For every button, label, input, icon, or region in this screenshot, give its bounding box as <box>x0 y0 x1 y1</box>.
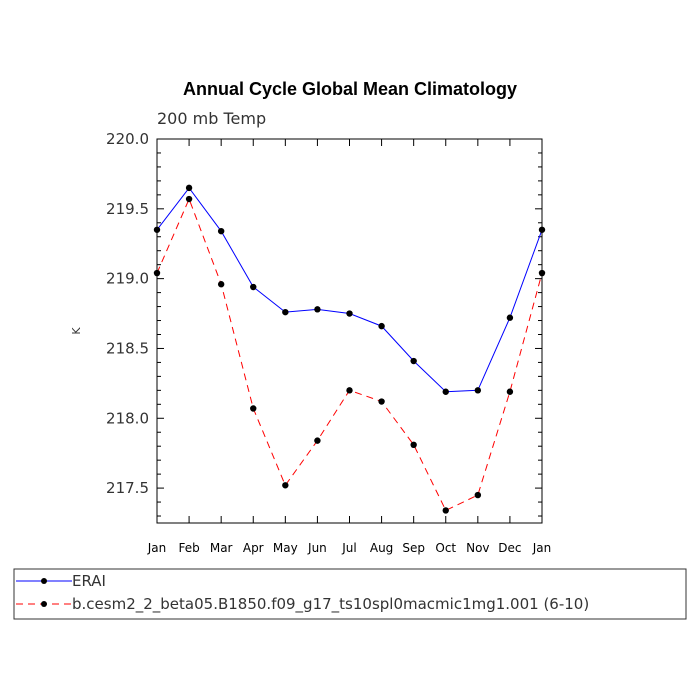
data-point-0-12 <box>538 226 546 233</box>
data-point-1-10 <box>474 491 482 499</box>
series-line-1 <box>156 197 543 512</box>
y-tick-label: 218.5 <box>106 339 149 357</box>
legend-box <box>13 568 687 620</box>
data-point-1-4 <box>282 482 289 489</box>
data-point-1-1 <box>185 195 193 203</box>
chart-title: Annual Cycle Global Mean Climatology <box>183 79 517 99</box>
data-point-0-8 <box>410 357 417 365</box>
data-point-1-3 <box>250 405 257 412</box>
x-tick-label: Jan <box>532 541 552 555</box>
data-point-1-12 <box>538 269 546 277</box>
x-tick-label: Nov <box>466 541 489 555</box>
data-point-0-3 <box>250 283 257 291</box>
data-point-0-0 <box>153 226 161 233</box>
data-point-1-5 <box>314 437 321 444</box>
data-point-0-4 <box>282 308 289 316</box>
data-point-1-11 <box>506 388 514 395</box>
legend-erai-marker <box>41 578 47 584</box>
x-tick-label: May <box>273 541 298 555</box>
data-point-0-9 <box>442 388 449 395</box>
legend-cesm-label: b.cesm2_2_beta05.B1850.f09_g17_ts10spl0m… <box>72 595 589 614</box>
data-point-1-9 <box>442 507 449 514</box>
series-line-0 <box>156 187 543 393</box>
x-tick-label: Feb <box>178 541 199 555</box>
x-tick-labels: Jan Feb Mar Apr May Jun Jul Aug Sep Oct Nov Dec Jan <box>147 541 552 555</box>
y-tick-label: 219.0 <box>106 270 149 288</box>
series-layer <box>153 184 546 514</box>
data-point-1-0 <box>153 269 161 277</box>
data-point-1-6 <box>346 387 353 394</box>
x-tick-label: Aug <box>370 541 393 555</box>
data-point-1-7 <box>378 398 385 405</box>
data-point-0-10 <box>474 387 482 394</box>
legend-erai-label: ERAI <box>72 572 106 590</box>
y-tick-label: 218.0 <box>106 409 149 427</box>
x-tick-label: Apr <box>243 541 264 555</box>
x-tick-label: Jan <box>147 541 167 555</box>
data-point-1-8 <box>410 441 417 449</box>
axis-ticks <box>156 138 543 523</box>
x-tick-label: Jun <box>307 541 327 555</box>
y-tick-label: 219.5 <box>106 200 149 218</box>
data-point-1-2 <box>217 281 225 288</box>
y-axis-label: K <box>70 327 83 335</box>
x-tick-label: Mar <box>210 541 233 555</box>
data-point-0-7 <box>378 322 385 330</box>
x-tick-label: Sep <box>402 541 425 555</box>
y-tick-label: 220.0 <box>106 130 149 148</box>
x-tick-label: Oct <box>435 541 456 555</box>
x-tick-label: Dec <box>498 541 521 555</box>
data-point-0-6 <box>346 310 353 317</box>
legend: ERAI b.cesm2_2_beta05.B1850.f09_g17_ts10… <box>13 568 687 620</box>
data-point-0-5 <box>314 306 321 313</box>
data-point-0-11 <box>506 314 514 321</box>
legend-cesm-marker <box>41 601 47 607</box>
data-point-0-1 <box>185 184 193 192</box>
y-tick-label: 217.5 <box>106 479 149 497</box>
x-tick-label: Jul <box>341 541 356 555</box>
data-point-0-2 <box>217 227 225 235</box>
y-tick-labels: 220.0 219.5 219.0 218.5 218.0 217.5 <box>106 130 149 497</box>
chart-subtitle: 200 mb Temp <box>157 109 266 128</box>
plot-frame <box>156 138 543 524</box>
